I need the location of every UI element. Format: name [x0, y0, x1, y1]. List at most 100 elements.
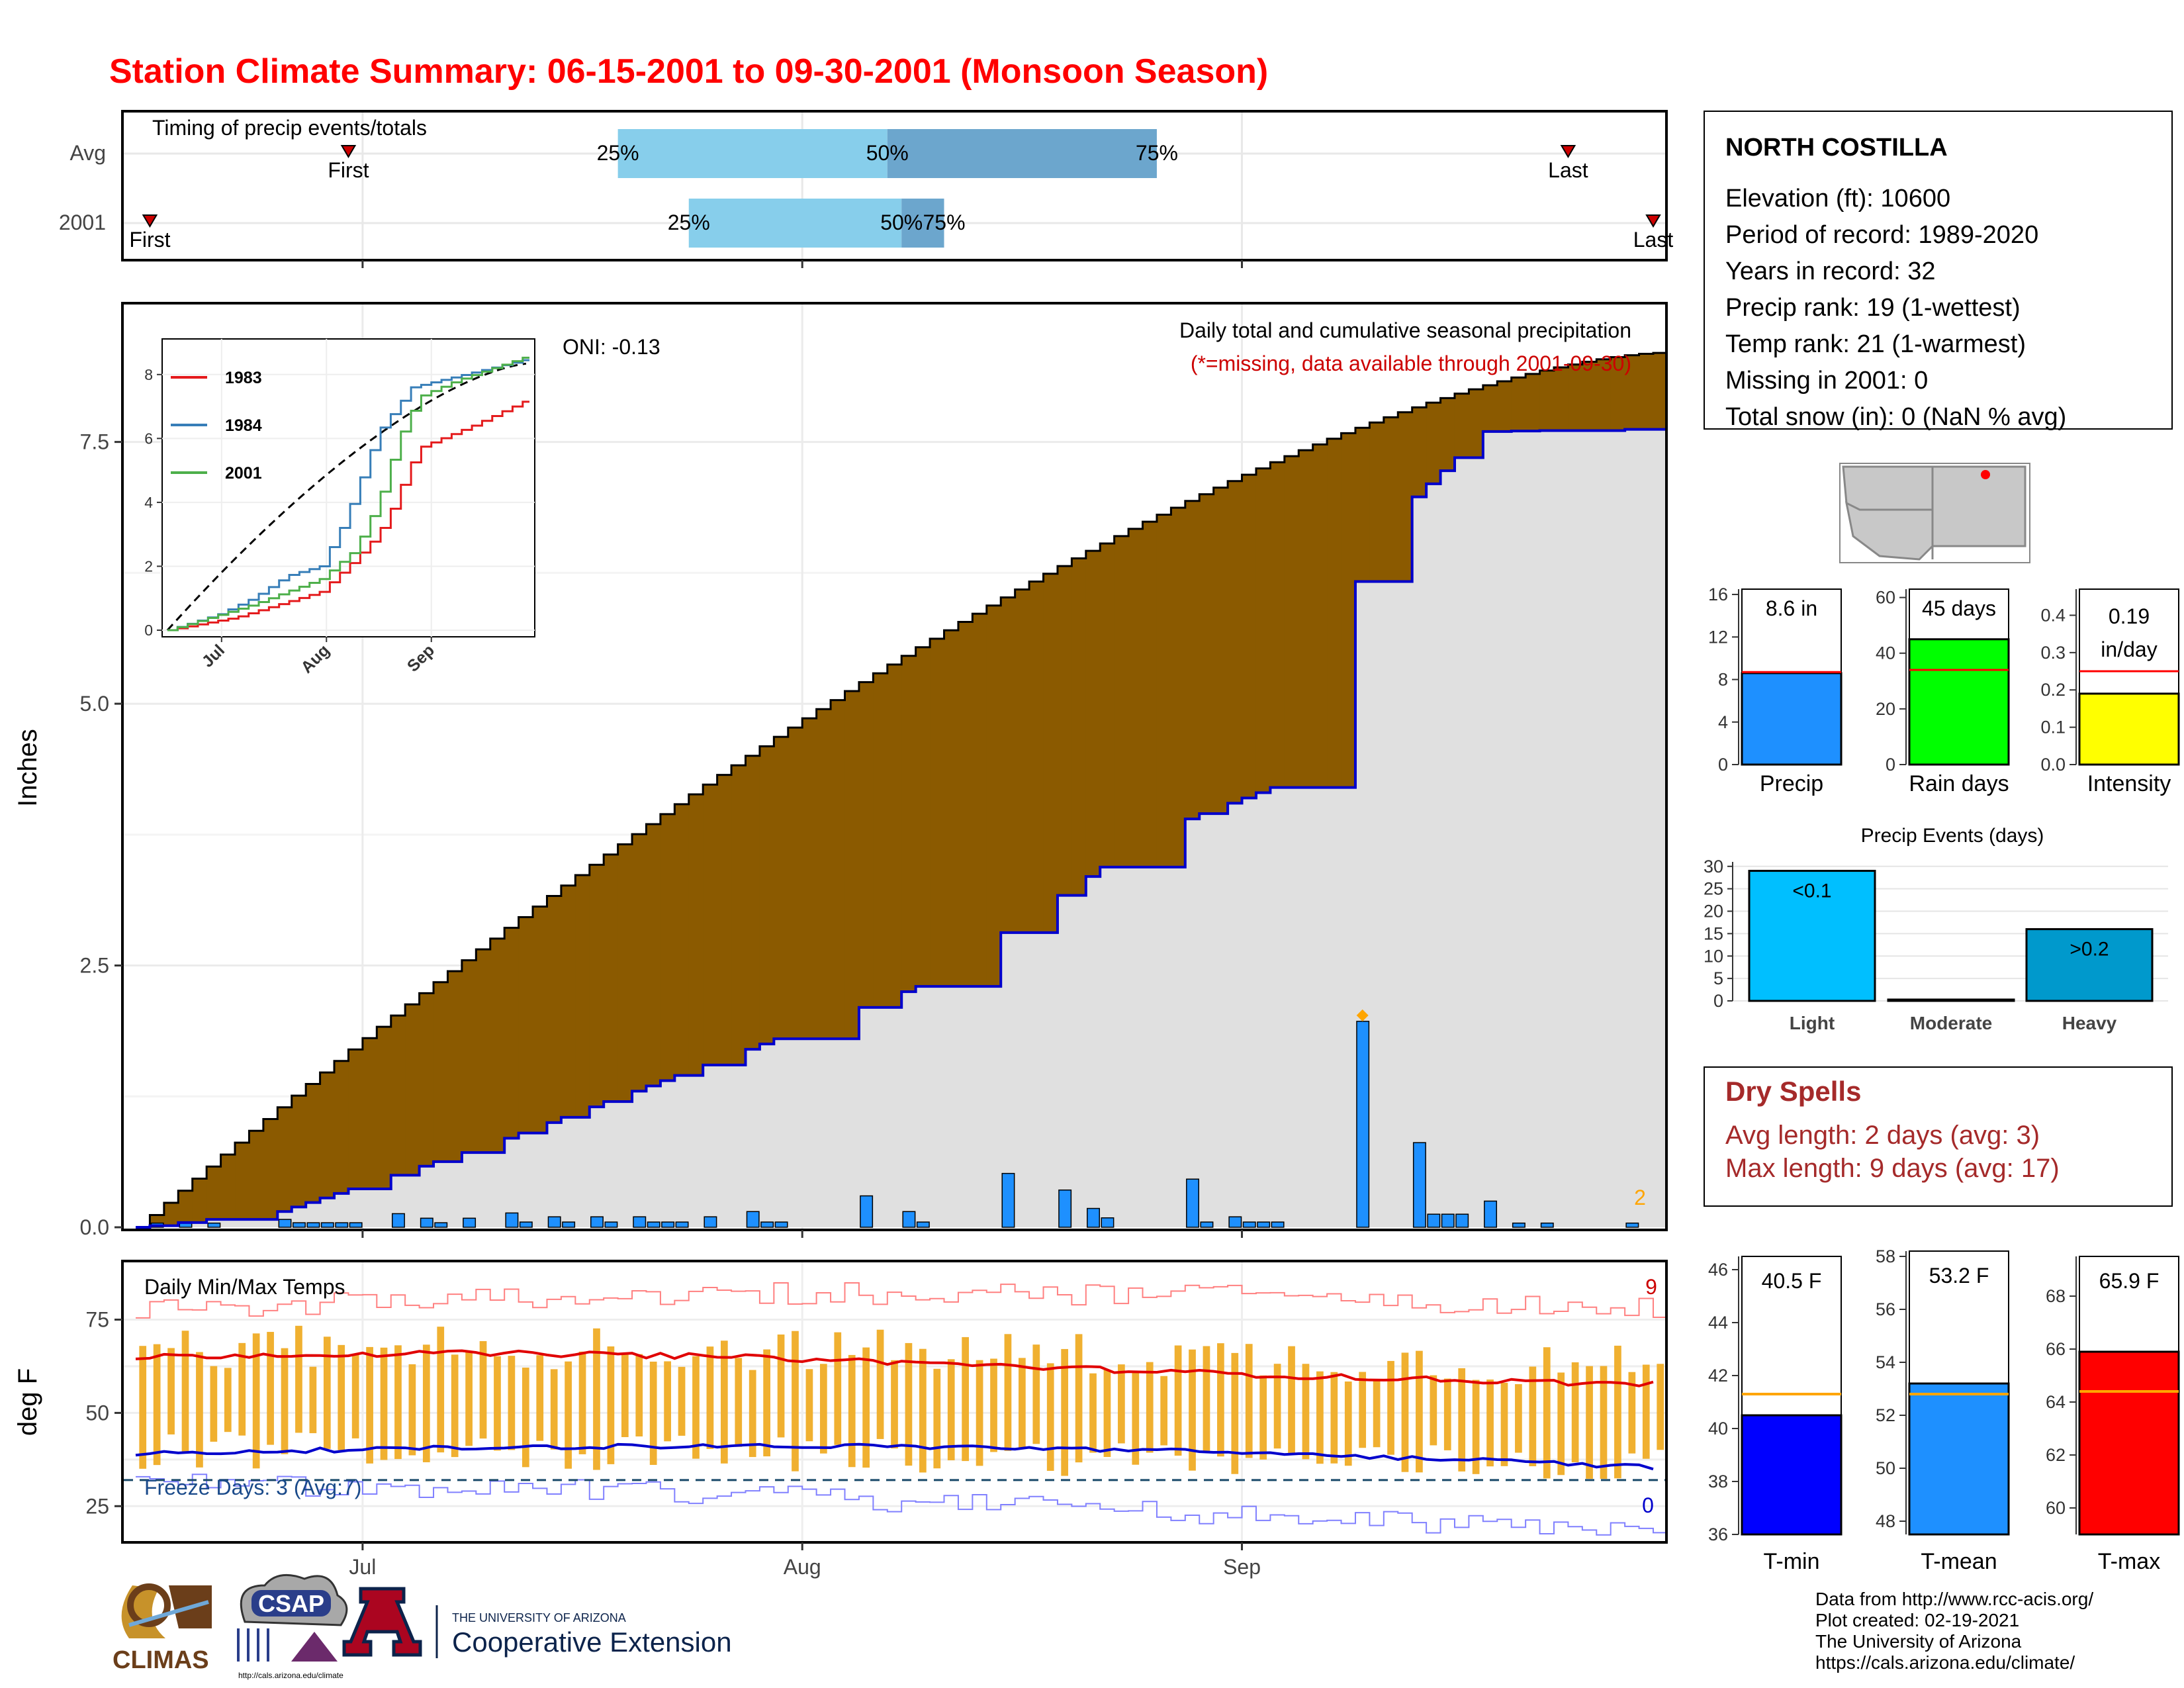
daily-precip-bar-61 [1001, 1172, 1015, 1228]
diff-segment-56 [930, 638, 945, 987]
daily-precip-bar-14 [335, 1222, 349, 1228]
daily-temp-bar-73 [1174, 1345, 1182, 1456]
diff-segment-46 [788, 727, 803, 1039]
daily-precip-bar-35 [633, 1216, 647, 1228]
daily-temp-bar-37 [664, 1361, 671, 1442]
events-title: Precip Events (days) [1861, 825, 2044, 847]
summary-value-label2-2: in/day [2101, 637, 2157, 661]
temp-summary-bar-2 [2078, 1350, 2180, 1536]
daily-temp-bar-45 [777, 1335, 785, 1438]
ua-big-text: Cooperative Extension [452, 1626, 732, 1658]
main-ytick-label-1: 2.5 [80, 954, 109, 978]
diff-segment-38 [674, 804, 690, 1076]
daily-temp-bar-75 [1203, 1346, 1210, 1453]
dry-spells-avg: Avg length: 2 days (avg: 3) [1725, 1121, 2040, 1150]
daily-precip-bar-68 [1101, 1217, 1115, 1228]
temp-summary-name-0: T-min [1764, 1549, 1820, 1574]
temp-summary-name-1: T-mean [1921, 1549, 1997, 1574]
temp-summary-ytick-label-1-2: 52 [1876, 1405, 1895, 1425]
diff-segment-97 [1511, 377, 1526, 432]
daily-temp-bar-80 [1273, 1364, 1281, 1449]
avg-min-temp-line [135, 1442, 1654, 1471]
daily-temp-bar-98 [1529, 1366, 1537, 1466]
temp-ytick-label-0: 25 [85, 1494, 109, 1518]
diff-segment-2 [163, 1203, 179, 1226]
daily-temp-bar-74 [1189, 1349, 1196, 1471]
diff-segment-17 [377, 1027, 392, 1189]
station-info-box: NORTH COSTILLA Elevation (ft): 10600 Per… [1704, 111, 2173, 431]
daily-temp-bar-50 [848, 1354, 856, 1468]
diff-segment-91 [1426, 402, 1441, 484]
daily-temp-bar-81 [1288, 1346, 1295, 1453]
diff-segment-60 [986, 605, 1001, 987]
temp-summary-chart-t-max: 60 62 64 66 68 65.9 F T-max [2046, 1256, 2180, 1574]
daily-temp-bar-56 [933, 1368, 941, 1469]
daily-precip-bar-37 [661, 1221, 675, 1228]
daily-precip-bar-65 [1058, 1189, 1072, 1228]
daily-temp-bar-26 [508, 1356, 516, 1450]
diff-segment-30 [561, 885, 576, 1117]
daily-temp-bar-25 [494, 1356, 501, 1451]
daily-temp-bar-101 [1571, 1362, 1579, 1463]
diff-segment-77 [1228, 481, 1243, 804]
summary-value-label-1: 45 days [1922, 596, 1996, 620]
daily-precip-bar-38 [675, 1221, 689, 1228]
diff-segment-65 [1057, 566, 1072, 896]
daily-temp-bar-20 [422, 1344, 430, 1462]
footer: Data from http://www.rcc-acis.org/ Plot … [1815, 1589, 2093, 1673]
daily-temp-bar-43 [749, 1370, 756, 1458]
summary-bar-0 [1741, 672, 1843, 766]
diff-segment-33 [604, 854, 619, 1102]
main-ytick-label-2: 5.0 [80, 692, 109, 716]
temp-ytick-label-2: 75 [85, 1308, 109, 1332]
diff-segment-67 [1085, 551, 1101, 877]
summary-bar-1 [1908, 638, 2010, 766]
record-min-line [136, 1474, 1668, 1536]
diff-segment-39 [688, 794, 704, 1076]
diff-segment-34 [617, 844, 633, 1102]
events-ytick-label-1: 5 [1713, 968, 1723, 988]
daily-temp-bar-22 [451, 1354, 459, 1458]
daily-precip-bar-79 [1257, 1221, 1271, 1228]
diff-segment-89 [1398, 412, 1413, 582]
diff-segment-73 [1171, 508, 1186, 867]
temp-summary-ytick-label-0-3: 42 [1708, 1366, 1728, 1385]
daily-temp-bar-4 [196, 1352, 203, 1468]
inset-legend-label-1984: 1984 [225, 416, 262, 435]
diff-segment-27 [518, 917, 533, 1133]
station-line-6: Missing in 2001: 0 [1725, 367, 1928, 395]
main-ytick-label-3: 7.5 [80, 430, 109, 454]
diff-segment-81 [1284, 456, 1299, 788]
temp-xtick-label-Jul: Jul [349, 1555, 376, 1579]
diff-segment-25 [490, 938, 505, 1153]
daily-precip-bar-26 [505, 1212, 519, 1228]
daily-precip-bar-12 [306, 1222, 320, 1228]
daily-temp-bar-99 [1543, 1347, 1551, 1479]
temp-summary-ytick-label-0-5: 46 [1708, 1260, 1728, 1280]
diff-segment-51 [858, 682, 874, 1008]
footer-line-3: The University of Arizona [1815, 1631, 2022, 1652]
daily-precip-bar-86 [1356, 1021, 1370, 1228]
daily-temp-bar-72 [1160, 1376, 1168, 1446]
timing-bar-q2-avg [887, 129, 1157, 178]
daily-temp-bar-62 [1019, 1358, 1026, 1448]
daily-precip-bar-11 [292, 1222, 306, 1228]
daily-precip-bar-36 [647, 1221, 660, 1228]
diff-segment-90 [1412, 407, 1427, 497]
events-ytick-label-3: 15 [1704, 923, 1723, 943]
diff-segment-6 [220, 1154, 236, 1220]
diff-segment-66 [1071, 558, 1087, 896]
footer-line-2: Plot created: 02-19-2021 [1815, 1610, 2019, 1630]
diff-segment-74 [1185, 500, 1200, 820]
oni-label: ONI: -0.13 [563, 335, 660, 359]
events-bar-label-heavy: >0.2 [2070, 939, 2109, 961]
daily-temp-bar-48 [819, 1364, 827, 1454]
dry-spells-max: Max length: 9 days (avg: 17) [1725, 1154, 2060, 1183]
diff-segment-22 [447, 971, 463, 1162]
temp-ylabel: deg F [13, 1368, 42, 1436]
daily-precip-bar-30 [562, 1221, 576, 1228]
diff-segment-4 [192, 1178, 207, 1223]
timing-pct-2001-1: 50% [880, 211, 923, 234]
timing-row-2001: 2001 [59, 211, 106, 234]
daily-temp-bar-49 [834, 1332, 842, 1445]
